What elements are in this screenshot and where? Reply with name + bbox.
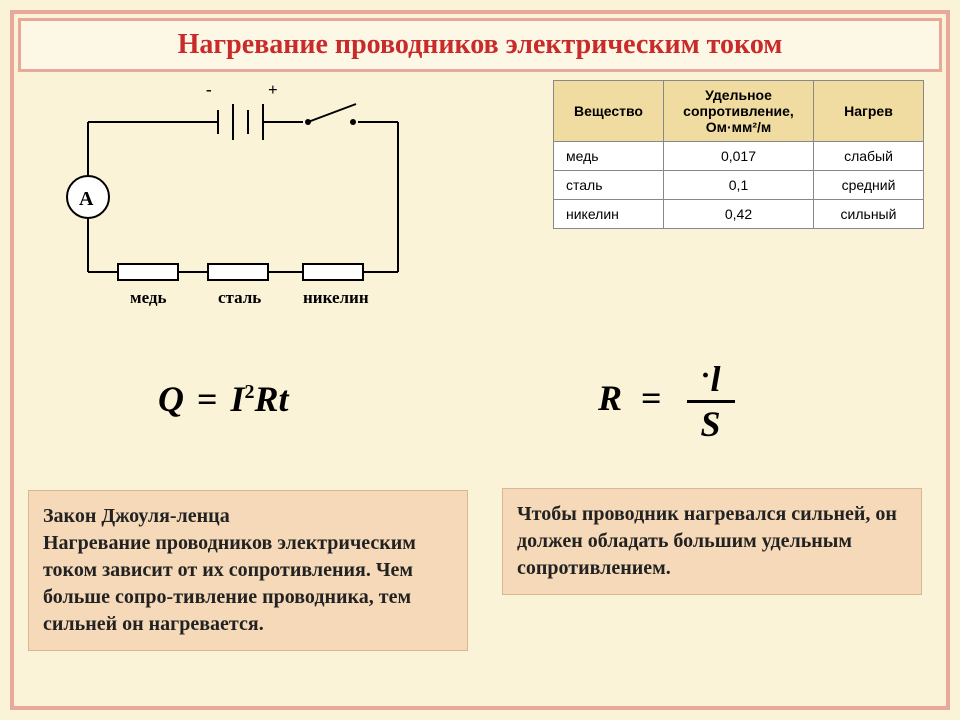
battery-plus: +: [268, 80, 278, 100]
ammeter-label: А: [79, 188, 93, 211]
explanation-joule-lenz: Закон Джоуля-ленцаНагревание проводников…: [28, 490, 468, 651]
table-row: медь 0,017 слабый: [554, 142, 924, 171]
page-title: Нагревание проводников электрическим ток…: [178, 29, 783, 60]
battery-minus: -: [206, 80, 212, 100]
resistivity-table: Вещество Удельное сопротивление, Ом·мм²/…: [553, 80, 924, 229]
table-row: сталь 0,1 средний: [554, 171, 924, 200]
main-area: А - + медь сталь никелин Вещество Удельн…: [18, 78, 942, 718]
outer-frame: Нагревание проводников электрическим ток…: [10, 10, 950, 710]
resistor-label-3: никелин: [303, 288, 369, 308]
formula-joule-lenz: Q = I2Rt: [158, 378, 289, 420]
col-heating: Нагрев: [814, 81, 924, 142]
title-box: Нагревание проводников электрическим ток…: [18, 18, 942, 72]
explanation-resistivity: Чтобы проводник нагревался сильней, он д…: [502, 488, 922, 595]
resistor-label-1: медь: [130, 288, 167, 308]
inner-content: Нагревание проводников электрическим ток…: [18, 18, 942, 702]
col-resistivity: Удельное сопротивление, Ом·мм²/м: [664, 81, 814, 142]
formula-resistance: R = ·l S: [598, 358, 735, 445]
resistor-label-2: сталь: [218, 288, 261, 308]
col-substance: Вещество: [554, 81, 664, 142]
table-row: никелин 0,42 сильный: [554, 200, 924, 229]
